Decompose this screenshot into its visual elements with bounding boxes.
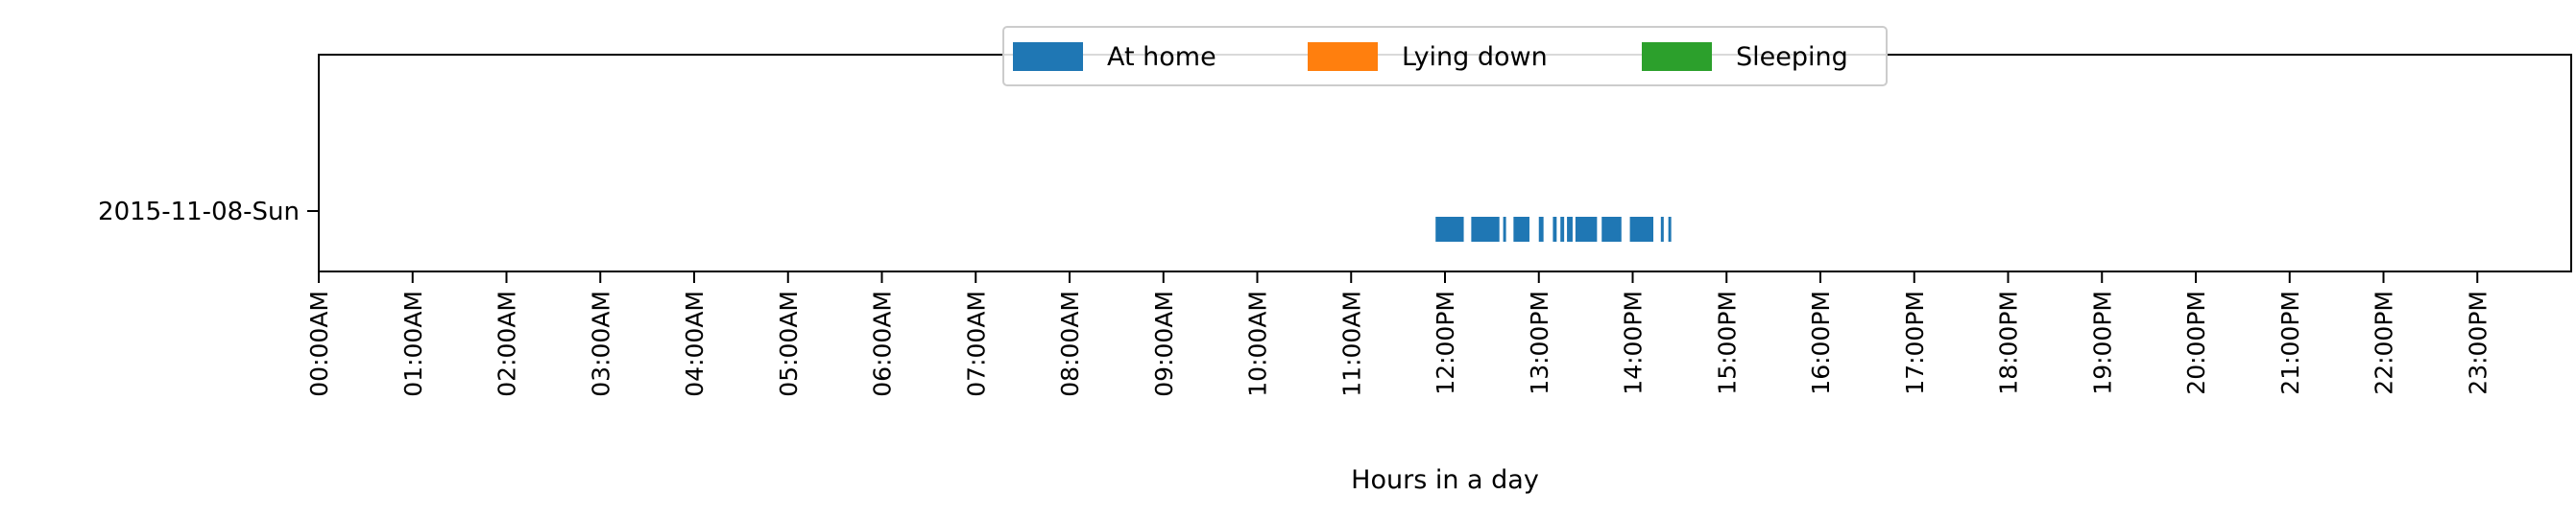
x-tick-label: 22:00PM: [2371, 291, 2398, 395]
interval-bar: [1503, 217, 1506, 242]
x-tick-label: 01:00AM: [399, 291, 427, 397]
x-axis-ticks: 00:00AM 01:00AM 02:00AM 03:00AM 04:00AM 05:00…: [305, 271, 2492, 397]
interval-bar: [1538, 217, 1544, 242]
x-tick-label: 03:00AM: [587, 291, 614, 397]
x-tick-label: 10:00AM: [1244, 291, 1272, 397]
y-tick-label: 2015-11-08-Sun: [98, 198, 300, 226]
x-axis-title: Hours in a day: [1351, 465, 1539, 495]
legend-swatch: [1013, 42, 1083, 71]
x-tick-label: 08:00AM: [1056, 291, 1084, 397]
legend: At home Lying down Sleeping: [1002, 26, 1888, 86]
interval-bar: [1435, 217, 1464, 242]
legend-label: Lying down: [1402, 42, 1548, 72]
x-tick-label: 00:00AM: [305, 291, 333, 397]
interval-bar: [1560, 217, 1565, 242]
interval-bar: [1629, 217, 1654, 242]
interval-bar: [1567, 217, 1573, 242]
interval-bar: [1575, 217, 1598, 242]
interval-bar: [1668, 217, 1672, 242]
x-tick-label: 02:00AM: [494, 291, 521, 397]
x-tick-label: 09:00AM: [1150, 291, 1178, 397]
x-tick-label: 06:00AM: [869, 291, 897, 397]
x-tick-label: 19:00PM: [2088, 291, 2116, 395]
legend-label: Sleeping: [1736, 42, 1848, 72]
x-tick-label: 13:00PM: [1526, 291, 1553, 395]
x-tick-label: 04:00AM: [681, 291, 709, 397]
legend-label: At home: [1107, 42, 1216, 72]
x-tick-label: 18:00PM: [1995, 291, 2023, 395]
x-tick-label: 16:00PM: [1807, 291, 1835, 395]
legend-swatch: [1308, 42, 1378, 71]
interval-bars: [1435, 217, 1672, 242]
x-tick-label: 12:00PM: [1432, 291, 1459, 395]
interval-bar: [1660, 217, 1664, 242]
x-tick-label: 07:00AM: [962, 291, 990, 397]
x-tick-label: 21:00PM: [2276, 291, 2304, 395]
y-axis-ticks: 2015-11-08-Sun: [98, 198, 319, 226]
x-tick-label: 05:00AM: [775, 291, 803, 397]
interval-bar: [1513, 217, 1529, 242]
interval-bar: [1553, 217, 1557, 242]
x-tick-label: 14:00PM: [1620, 291, 1648, 395]
x-tick-label: 11:00AM: [1337, 291, 1365, 397]
interval-bar: [1471, 217, 1500, 242]
x-tick-label: 20:00PM: [2182, 291, 2210, 395]
interval-bar: [1601, 217, 1622, 242]
x-tick-label: 23:00PM: [2464, 291, 2492, 395]
x-tick-label: 15:00PM: [1713, 291, 1741, 395]
x-tick-label: 17:00PM: [1901, 291, 1929, 395]
legend-swatch: [1642, 42, 1712, 71]
